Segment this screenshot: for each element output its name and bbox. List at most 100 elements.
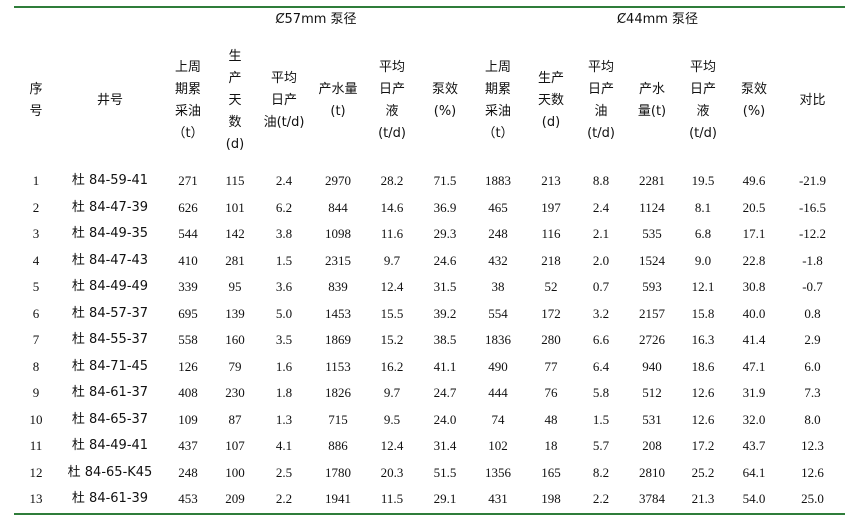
- cell-water-44: 2281: [639, 173, 665, 188]
- header-line: 泵效: [740, 82, 767, 97]
- cell-avg-liquid-44: 6.8: [694, 226, 712, 241]
- header-line: 量(t): [637, 104, 667, 119]
- table-row: 1 杜 84-59-41 271 115 2.4 2970 28.2 71.5 1883 213 8…: [14, 168, 845, 195]
- cell-compare: 8.0: [804, 411, 821, 427]
- header-line: 产: [228, 71, 242, 86]
- cell-compare: 12.3: [801, 438, 824, 453]
- cell-avg-oil-57: 2.5: [275, 464, 293, 480]
- cell-water-57: 1941: [325, 491, 351, 506]
- cell-avg-liquid-57: 15.5: [380, 305, 404, 321]
- cell-pump-eff-57: 71.5: [433, 173, 457, 188]
- header-water-57: 产水量(t): [318, 82, 358, 119]
- cell-water-44: 1124: [639, 199, 665, 215]
- cell-avg-liquid-57: 12.4: [380, 438, 404, 453]
- cell-compare: 25.0: [801, 491, 824, 506]
- cell-well: 杜 84-47-43: [71, 252, 149, 268]
- cell-well: 杜 84-61-37: [71, 385, 149, 400]
- cell-water-57: 1453: [325, 305, 351, 321]
- header-avg-oil-44: 平均 日产油 (t/d): [576, 34, 626, 168]
- cell-water-44: 3784: [639, 491, 665, 506]
- cell-prev-oil-57: 126: [178, 358, 198, 374]
- table-row: 4 杜 84-47-43 410 281 1.5 2315 9.7 24.6 432 218 2.0…: [14, 248, 845, 275]
- cell-seq: 9: [32, 385, 40, 400]
- cell-avg-liquid-44: 16.3: [691, 332, 715, 347]
- cell-days-44: 218: [541, 252, 561, 268]
- cell-days-44: 52: [544, 279, 558, 294]
- cell-prev-oil-44: 102: [488, 438, 508, 453]
- cell-avg-oil-57: 2.2: [275, 491, 293, 506]
- table-row: 11 杜 84-49-41 437 107 4.1 886 12.4 31.4 102 18 5.7…: [14, 433, 845, 460]
- cell-prev-oil-44: 1836: [485, 332, 511, 347]
- cell-avg-oil-57: 1.5: [275, 252, 293, 268]
- cell-avg-oil-44: 5.7: [592, 438, 610, 453]
- header-line: 平均: [689, 60, 716, 75]
- header-line: 上周: [174, 60, 201, 75]
- cell-prev-oil-57: 410: [178, 252, 198, 268]
- cell-water-44: 2810: [639, 464, 665, 480]
- header-days-57: 生产天数 (d): [214, 34, 256, 168]
- cell-compare: 0.8: [804, 305, 821, 321]
- cell-avg-oil-44: 2.0: [592, 252, 610, 268]
- cell-well: 杜 84-49-35: [71, 226, 149, 241]
- cell-days-57: 95: [228, 279, 242, 294]
- cell-avg-oil-57: 3.6: [275, 279, 293, 294]
- cell-well: 杜 84-49-49: [71, 279, 149, 294]
- cell-prev-oil-44: 1356: [485, 464, 511, 480]
- cell-avg-oil-57: 6.2: [275, 199, 293, 215]
- cell-days-57: 101: [225, 199, 245, 215]
- cell-days-57: 87: [228, 411, 242, 427]
- cell-avg-oil-44: 5.8: [592, 385, 610, 400]
- cell-avg-liquid-57: 9.5: [383, 411, 401, 427]
- group-header-row: Ȼ57mm 泵径 Ȼ44mm 泵径: [14, 6, 845, 34]
- pump-comparison-table: Ȼ57mm 泵径 Ȼ44mm 泵径 序号 井号 上周 期累 采油 （t） 生产天数 (d…: [14, 6, 845, 513]
- cell-days-57: 115: [225, 173, 245, 188]
- header-line: （t）: [172, 126, 204, 141]
- cell-water-57: 1098: [325, 226, 351, 241]
- cell-prev-oil-44: 74: [491, 411, 505, 427]
- cell-seq: 8: [32, 358, 40, 374]
- cell-avg-oil-57: 3.5: [275, 332, 293, 347]
- cell-prev-oil-57: 544: [178, 226, 198, 241]
- table-top-rule: [14, 6, 845, 8]
- cell-avg-liquid-44: 25.2: [691, 464, 715, 480]
- header-line: 期累: [174, 82, 201, 97]
- cell-prev-oil-44: 1883: [485, 173, 511, 188]
- cell-days-57: 209: [225, 491, 245, 506]
- cell-prev-oil-57: 626: [178, 199, 198, 215]
- group-57mm: Ȼ57mm 泵径: [275, 12, 357, 27]
- header-line: 日产: [587, 82, 614, 97]
- cell-prev-oil-57: 695: [178, 305, 198, 321]
- cell-water-57: 1780: [325, 464, 351, 480]
- cell-seq: 5: [32, 279, 40, 294]
- cell-prev-oil-57: 109: [178, 411, 198, 427]
- table-row: 3 杜 84-49-35 544 142 3.8 1098 11.6 29.3 248 116 2.…: [14, 221, 845, 248]
- cell-avg-oil-57: 1.6: [275, 358, 293, 374]
- cell-avg-liquid-44: 9.0: [694, 252, 712, 268]
- group-44mm: Ȼ44mm 泵径: [616, 12, 699, 27]
- cell-days-57: 281: [225, 252, 245, 268]
- header-line: 油: [594, 104, 608, 119]
- cell-avg-oil-44: 2.1: [592, 226, 610, 241]
- cell-prev-oil-57: 558: [178, 332, 198, 347]
- table-row: 2 杜 84-47-39 626 101 6.2 844 14.6 36.9 465 197 2.4…: [14, 195, 845, 222]
- cell-avg-liquid-57: 11.6: [380, 226, 404, 241]
- cell-seq: 11: [29, 438, 43, 453]
- cell-avg-oil-44: 0.7: [592, 279, 610, 294]
- header-line: 上周: [484, 60, 511, 75]
- cell-avg-oil-57: 5.0: [275, 305, 293, 321]
- cell-pump-eff-57: 24.7: [433, 385, 457, 400]
- cell-prev-oil-44: 554: [488, 305, 508, 321]
- cell-water-44: 1524: [639, 252, 665, 268]
- cell-water-44: 940: [642, 358, 662, 374]
- header-prev-oil-57: 上周 期累 采油 （t）: [162, 34, 214, 168]
- cell-water-57: 2970: [325, 173, 351, 188]
- cell-seq: 6: [32, 305, 40, 321]
- cell-well: 杜 84-57-37: [71, 305, 149, 321]
- cell-avg-liquid-44: 12.6: [691, 385, 715, 400]
- cell-avg-oil-44: 2.2: [592, 491, 610, 506]
- cell-water-57: 886: [328, 438, 348, 453]
- cell-pump-eff-44: 32.0: [742, 411, 766, 427]
- cell-avg-liquid-57: 11.5: [380, 491, 404, 506]
- header-line: (t/d): [689, 126, 717, 141]
